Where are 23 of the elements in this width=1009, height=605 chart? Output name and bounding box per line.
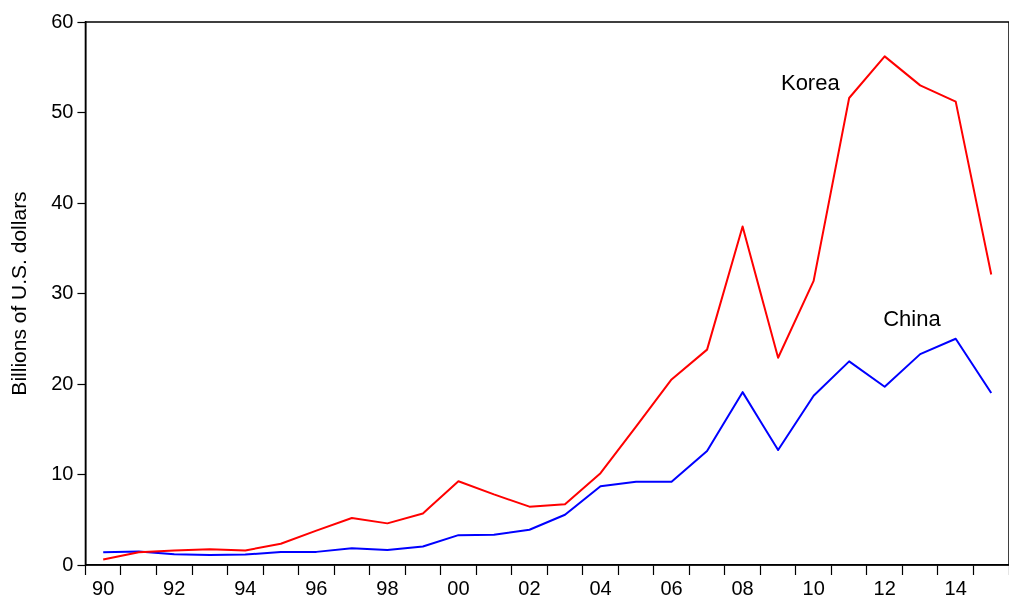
y-tick-label: 30 [51,281,74,304]
x-tick-label: 02 [518,576,541,599]
series-label: Korea [780,70,841,96]
x-tick-label: 08 [731,576,754,599]
y-axis-title: Billions of U.S. dollars [7,191,31,396]
y-tick-label: 60 [51,9,74,32]
x-tick-label: 96 [305,576,328,599]
series-label: China [883,305,942,331]
x-tick-label: 04 [589,576,612,599]
y-tick-label: 50 [51,100,74,123]
y-tick-label: 20 [51,371,74,394]
x-tick-label: 94 [234,576,257,599]
x-tick-label: 14 [944,576,967,599]
x-tick-label: 92 [163,576,186,599]
y-tick-label: 0 [62,552,74,575]
x-tick-label: 10 [802,576,825,599]
y-tick-label: 10 [51,462,74,485]
x-tick-label: 12 [873,576,896,599]
y-tick-label: 40 [51,190,74,213]
x-tick-label: 98 [376,576,399,599]
x-tick-label: 90 [92,576,115,599]
x-tick-label: 06 [660,576,683,599]
x-tick-label: 00 [447,576,470,599]
